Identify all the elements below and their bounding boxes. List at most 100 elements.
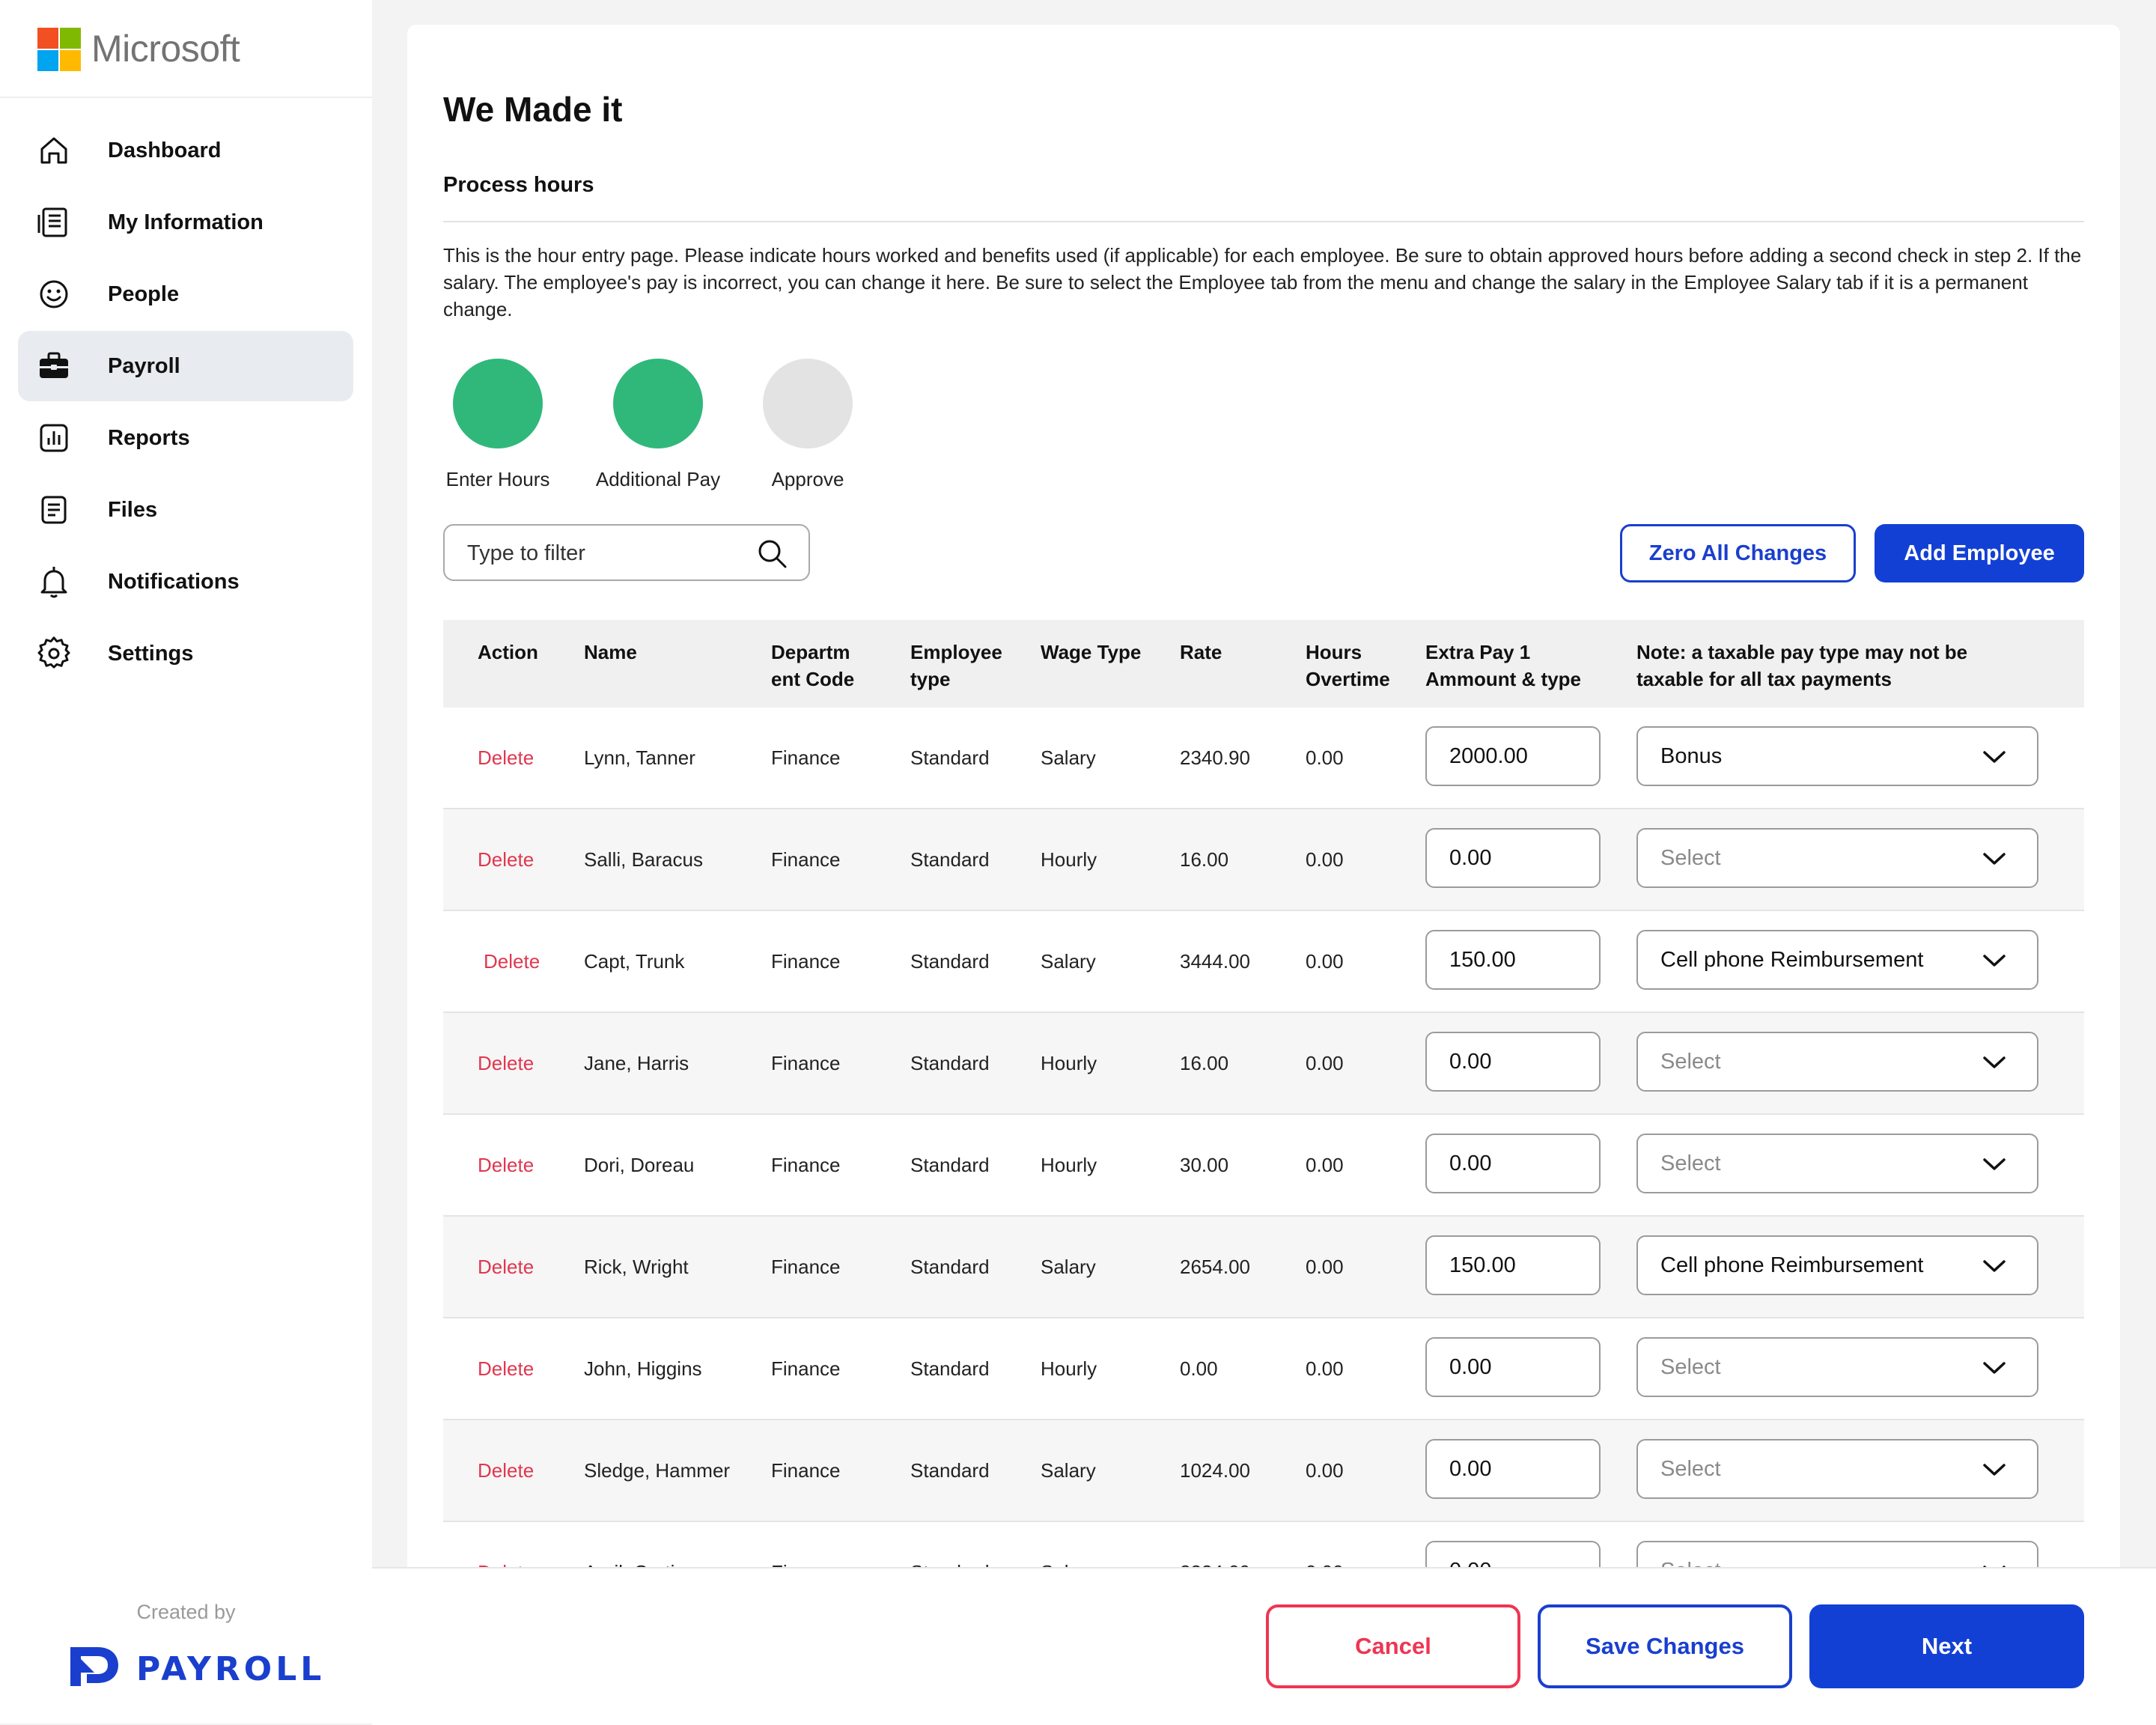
brand-name: Microsoft [91, 28, 240, 70]
extra-pay-amount-input[interactable]: 150.00 [1425, 1235, 1601, 1295]
microsoft-logo-icon [37, 28, 81, 71]
sidebar-item-settings[interactable]: Settings [18, 618, 353, 689]
sidebar-item-my-information[interactable]: My Information [18, 187, 353, 258]
department-code: Finance [771, 1459, 841, 1482]
col-extra-pay: Extra Pay 1 Ammount & type [1425, 641, 1581, 690]
sidebar: Microsoft Dashboard My Information People P… [0, 0, 372, 1724]
delete-link[interactable]: Delete [478, 848, 535, 871]
sidebar-item-label: Notifications [108, 570, 240, 594]
delete-link[interactable]: Delete [484, 950, 540, 973]
table-row: Delete Dori, Doreau Finance Standard Hourly 3… [443, 1115, 2084, 1217]
pay-type-value: Cell phone Reimbursement [1660, 948, 1924, 972]
wage-type: Salary [1041, 746, 1096, 769]
search-icon[interactable] [756, 538, 788, 569]
employee-name: Salli, Baracus [584, 848, 703, 871]
sidebar-item-dashboard[interactable]: Dashboard [18, 115, 353, 186]
delete-link[interactable]: Delete [478, 1357, 535, 1380]
chevron-down-icon [1983, 1158, 2006, 1170]
pay-type-select[interactable]: Select [1636, 1032, 2038, 1092]
department-code: Finance [771, 746, 841, 769]
pay-type-select[interactable]: Bonus [1636, 726, 2038, 786]
rate: 2654.00 [1180, 1256, 1250, 1278]
department-code: Finance [771, 950, 841, 973]
filter-box [443, 524, 810, 581]
employee-type: Standard [910, 950, 990, 973]
employee-name: Capt, Trunk [584, 950, 685, 973]
employee-name: Jane, Harris [584, 1052, 689, 1074]
delete-link[interactable]: Delete [478, 746, 535, 769]
extra-pay-amount-input[interactable]: 0.00 [1425, 1337, 1601, 1397]
rate: 0.00 [1180, 1357, 1218, 1380]
page-title: We Made it [443, 90, 623, 129]
hours-overtime: 0.00 [1306, 1357, 1344, 1380]
main-card: We Made it Process hours This is the hou… [407, 25, 2120, 1724]
extra-pay-amount-value: 150.00 [1449, 948, 1516, 972]
col-employee-type: Employee type [910, 641, 1002, 690]
step-additional-pay: Additional Pay [587, 359, 729, 491]
filter-input[interactable] [466, 526, 753, 581]
extra-pay-amount-input[interactable]: 0.00 [1425, 1032, 1601, 1092]
add-employee-button[interactable]: Add Employee [1875, 524, 2084, 582]
delete-link[interactable]: Delete [478, 1052, 535, 1074]
col-name: Name [584, 641, 637, 663]
sidebar-item-people[interactable]: People [18, 259, 353, 329]
file-icon [36, 492, 72, 528]
employee-type: Standard [910, 1256, 990, 1278]
extra-pay-amount-input[interactable]: 0.00 [1425, 1134, 1601, 1193]
pay-type-value: Select [1660, 1050, 1721, 1074]
step-label: Enter Hours [445, 468, 550, 490]
extra-pay-amount-input[interactable]: 2000.00 [1425, 726, 1601, 786]
hours-overtime: 0.00 [1306, 950, 1344, 973]
chevron-down-icon [1983, 1464, 2006, 1476]
pay-type-select[interactable]: Select [1636, 1439, 2038, 1499]
table-row: Delete Jane, Harris Finance Standard Hourly 1… [443, 1013, 2084, 1115]
bell-icon [36, 564, 72, 600]
sidebar-item-payroll[interactable]: Payroll [18, 331, 353, 401]
extra-pay-amount-input[interactable]: 0.00 [1425, 828, 1601, 888]
table-row: Delete John, Higgins Finance Standard Hourly… [443, 1318, 2084, 1420]
pay-type-value: Select [1660, 1355, 1721, 1379]
table-row: Delete Lynn, Tanner Finance Standard Salary 2… [443, 708, 2084, 809]
department-code: Finance [771, 1357, 841, 1380]
chevron-down-icon [1983, 853, 2006, 865]
department-code: Finance [771, 1052, 841, 1074]
brand-header: Microsoft [0, 0, 372, 98]
sidebar-item-files[interactable]: Files [18, 475, 353, 545]
rate: 1024.00 [1180, 1459, 1250, 1482]
pay-type-select[interactable]: Cell phone Reimbursement [1636, 1235, 2038, 1295]
pay-type-value: Select [1660, 1457, 1721, 1481]
delete-link[interactable]: Delete [478, 1459, 535, 1482]
extra-pay-amount-value: 0.00 [1449, 1457, 1492, 1481]
delete-link[interactable]: Delete [478, 1256, 535, 1278]
employee-name: Dori, Doreau [584, 1154, 695, 1176]
table-row: Delete Capt, Trunk Finance Standard Salary 34… [443, 911, 2084, 1013]
pay-type-select[interactable]: Select [1636, 828, 2038, 888]
pay-type-select[interactable]: Select [1636, 1134, 2038, 1193]
next-button[interactable]: Next [1809, 1604, 2084, 1688]
step-label: Approve [771, 468, 844, 490]
employee-type: Standard [910, 746, 990, 769]
pay-type-select[interactable]: Cell phone Reimbursement [1636, 930, 2038, 990]
department-code: Finance [771, 1256, 841, 1278]
extra-pay-amount-input[interactable]: 150.00 [1425, 930, 1601, 990]
delete-link[interactable]: Delete [478, 1154, 535, 1176]
chevron-down-icon [1983, 751, 2006, 763]
rate: 3444.00 [1180, 950, 1250, 973]
step-indicator-icon [613, 359, 703, 448]
sidebar-item-reports[interactable]: Reports [18, 403, 353, 473]
sidebar-item-notifications[interactable]: Notifications [18, 547, 353, 617]
save-changes-button[interactable]: Save Changes [1538, 1604, 1792, 1688]
briefcase-icon [36, 348, 72, 384]
employee-type: Standard [910, 848, 990, 871]
sidebar-item-label: People [108, 282, 180, 306]
pay-type-select[interactable]: Select [1636, 1337, 2038, 1397]
chevron-down-icon [1983, 1260, 2006, 1272]
zero-all-changes-button[interactable]: Zero All Changes [1620, 524, 1856, 582]
document-list-icon [36, 204, 72, 240]
step-indicator-icon [453, 359, 543, 448]
table-row: Delete Sledge, Hammer Finance Standard Salar… [443, 1420, 2084, 1522]
col-department-code: Departm ent Code [771, 641, 855, 690]
extra-pay-amount-input[interactable]: 0.00 [1425, 1439, 1601, 1499]
wage-type: Salary [1041, 1459, 1096, 1482]
cancel-button[interactable]: Cancel [1266, 1604, 1520, 1688]
